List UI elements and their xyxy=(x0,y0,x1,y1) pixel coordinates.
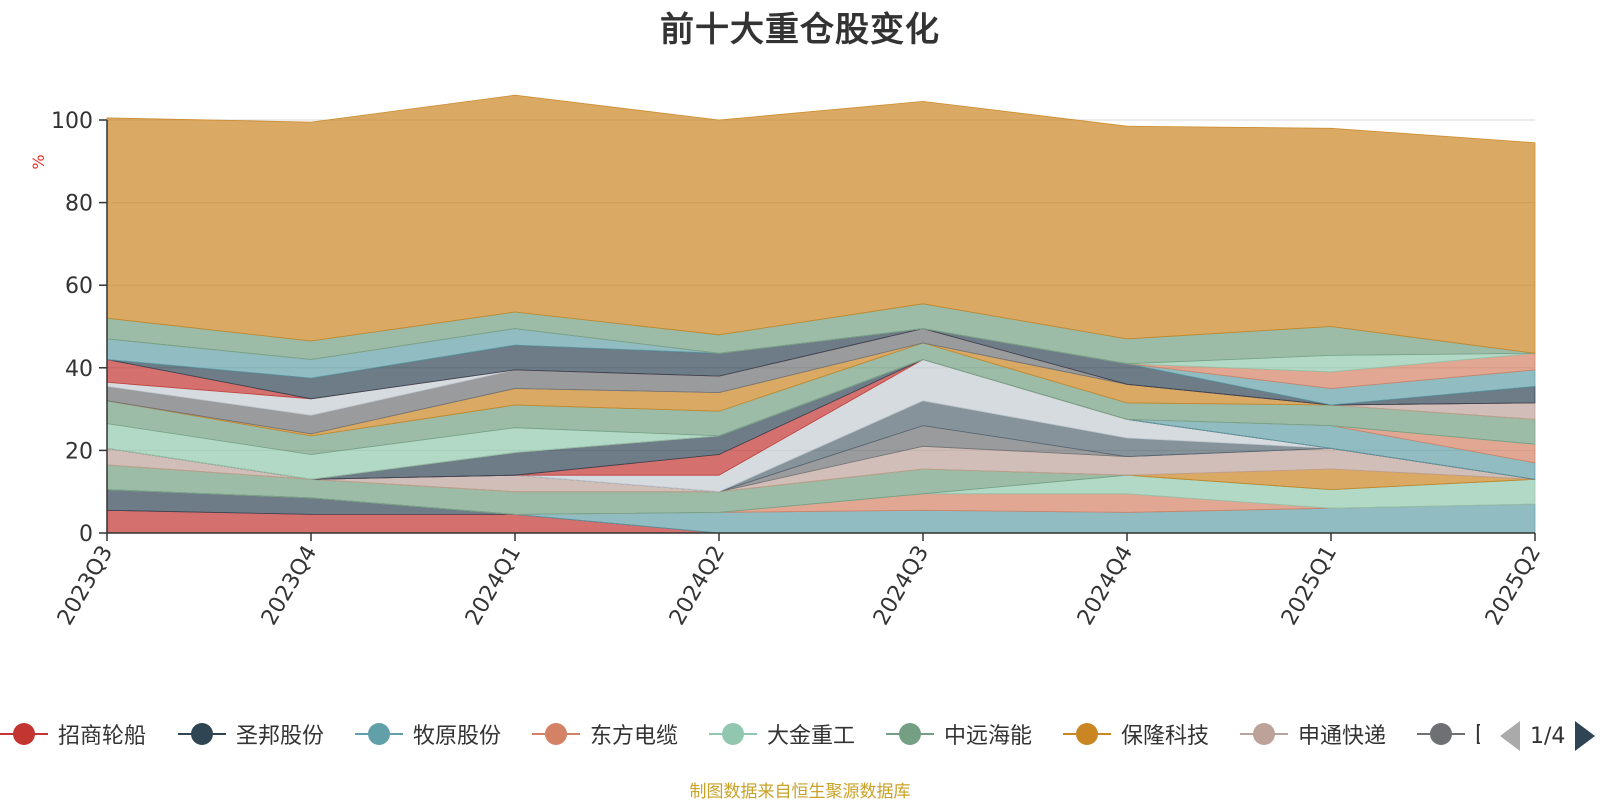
y-tick-label: 100 xyxy=(51,109,93,134)
legend-item[interactable]: [ xyxy=(1417,716,1480,752)
legend-item[interactable]: 保隆科技 xyxy=(1063,716,1209,752)
source-note: 制图数据来自恒生聚源数据库 xyxy=(689,782,911,802)
legend-label: 大金重工 xyxy=(767,724,856,749)
legend-marker-icon xyxy=(532,722,580,746)
legend-label: 招商轮船 xyxy=(58,724,147,749)
legend-next-page-icon[interactable] xyxy=(1575,721,1596,751)
x-tick-label: 2025Q1 xyxy=(1277,542,1342,630)
chart-title: 前十大重仓股变化 xyxy=(660,10,940,50)
x-tick-label: 2024Q3 xyxy=(869,542,934,630)
x-tick-label: 2023Q4 xyxy=(257,542,322,630)
area-series[interactable] xyxy=(106,94,1536,534)
legend-item[interactable]: 东方电缆 xyxy=(532,716,678,752)
legend-item[interactable]: 圣邦股份 xyxy=(178,716,324,752)
legend-marker-icon xyxy=(1417,722,1465,746)
legend-marker-icon xyxy=(709,722,757,746)
legend-item[interactable]: 大金重工 xyxy=(709,716,855,752)
legend-label: 保隆科技 xyxy=(1121,724,1210,749)
legend-item[interactable]: 招商轮船 xyxy=(0,716,146,752)
y-tick-label: 0 xyxy=(79,522,93,547)
x-tick-labels: 2023Q3 2023Q4 2024Q1 2024Q2 2024Q3 2024Q4 2025… xyxy=(53,542,1546,630)
y-tick-labels: 0 20 40 60 80 100 xyxy=(51,109,93,547)
x-tick-label: 2023Q3 xyxy=(53,542,118,630)
legend-label: 申通快递 xyxy=(1298,724,1387,749)
legend-marker-icon xyxy=(355,722,403,746)
y-tick-label: 20 xyxy=(65,439,93,464)
legend-item[interactable]: 牧原股份 xyxy=(355,716,501,752)
x-tick-label: 2025Q2 xyxy=(1481,542,1546,630)
axes xyxy=(99,119,1536,541)
legend-label: 牧原股份 xyxy=(413,724,502,749)
y-axis-label: % xyxy=(29,154,48,169)
legend: 招商轮船 圣邦股份 牧原股份 东方电缆 大金重工 中远海能 保隆科技 申通快递 [ xyxy=(0,716,1480,756)
y-tick-label: 40 xyxy=(65,357,93,382)
legend-item[interactable]: 中远海能 xyxy=(886,716,1032,752)
legend-marker-icon xyxy=(886,722,934,746)
legend-label: 圣邦股份 xyxy=(236,724,325,749)
y-tick-label: 80 xyxy=(65,192,93,217)
legend-marker-icon xyxy=(178,722,226,746)
legend-label: 东方电缆 xyxy=(590,724,679,749)
legend-prev-page-icon[interactable] xyxy=(1500,721,1520,751)
x-tick-label: 2024Q4 xyxy=(1073,542,1138,630)
legend-label: 中远海能 xyxy=(944,724,1033,749)
x-tick-label: 2024Q1 xyxy=(461,542,526,630)
legend-page-indicator: 1/4 xyxy=(1530,723,1566,749)
area-series-27[interactable] xyxy=(106,94,1536,354)
x-tick-label: 2024Q2 xyxy=(665,542,730,630)
legend-marker-icon xyxy=(0,722,48,746)
legend-label: [ xyxy=(1475,722,1480,747)
legend-pager: 1/4 xyxy=(1500,718,1600,754)
legend-marker-icon xyxy=(1063,722,1111,746)
legend-item[interactable]: 申通快递 xyxy=(1240,716,1386,752)
legend-marker-icon xyxy=(1240,722,1288,746)
y-tick-label: 60 xyxy=(65,274,93,299)
